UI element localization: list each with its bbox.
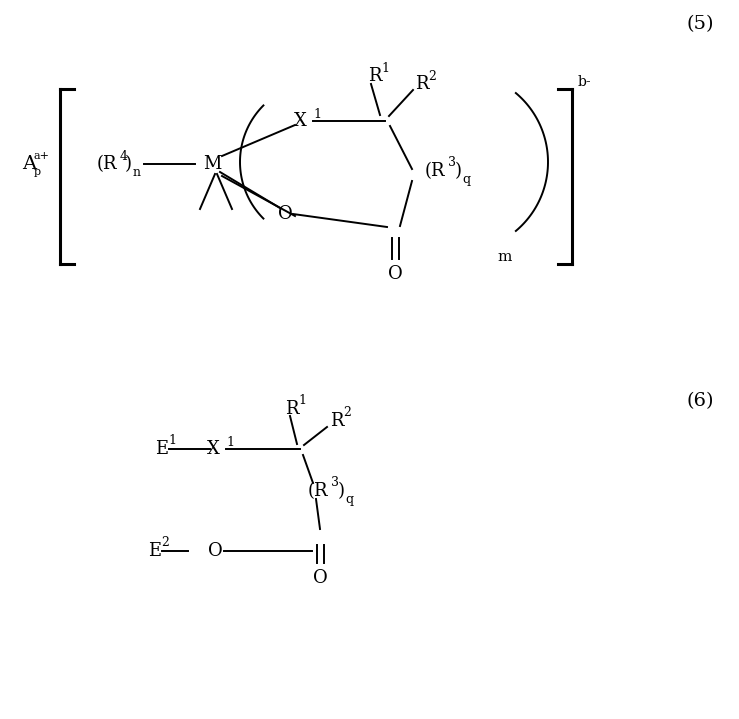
Text: m: m xyxy=(497,250,511,264)
Text: (R: (R xyxy=(425,162,446,180)
Text: X: X xyxy=(293,112,307,130)
Text: (6): (6) xyxy=(687,392,714,410)
Text: (R: (R xyxy=(97,155,118,173)
Text: R: R xyxy=(368,67,381,85)
Text: 2: 2 xyxy=(161,536,169,549)
Text: 1: 1 xyxy=(226,436,234,449)
Text: ): ) xyxy=(455,162,462,180)
Text: ): ) xyxy=(125,155,132,173)
Text: O: O xyxy=(388,265,402,283)
Text: 2: 2 xyxy=(428,70,436,83)
Text: n: n xyxy=(133,165,141,178)
Text: R: R xyxy=(415,75,429,93)
Text: E: E xyxy=(148,542,161,560)
Text: 3: 3 xyxy=(331,477,339,490)
Text: O: O xyxy=(313,569,327,587)
Text: X: X xyxy=(207,440,219,458)
Text: b-: b- xyxy=(578,75,592,89)
Text: 1: 1 xyxy=(168,434,176,447)
Text: 1: 1 xyxy=(313,108,321,121)
Text: O: O xyxy=(278,205,293,223)
Text: R: R xyxy=(285,400,299,418)
Text: 1: 1 xyxy=(381,62,389,75)
Text: 1: 1 xyxy=(298,395,306,408)
Text: A: A xyxy=(22,155,36,173)
Text: a+: a+ xyxy=(34,151,50,161)
Text: O: O xyxy=(208,542,222,560)
Text: 2: 2 xyxy=(343,406,351,419)
Text: (R: (R xyxy=(308,482,329,500)
Text: R: R xyxy=(330,412,344,430)
Text: p: p xyxy=(34,167,41,177)
Text: q: q xyxy=(345,493,353,505)
Text: q: q xyxy=(462,173,470,186)
Text: 3: 3 xyxy=(448,157,456,170)
Text: M: M xyxy=(202,155,221,173)
Text: (5): (5) xyxy=(687,15,714,33)
Text: E: E xyxy=(155,440,168,458)
Text: 4: 4 xyxy=(120,150,128,162)
Text: ): ) xyxy=(338,482,345,500)
